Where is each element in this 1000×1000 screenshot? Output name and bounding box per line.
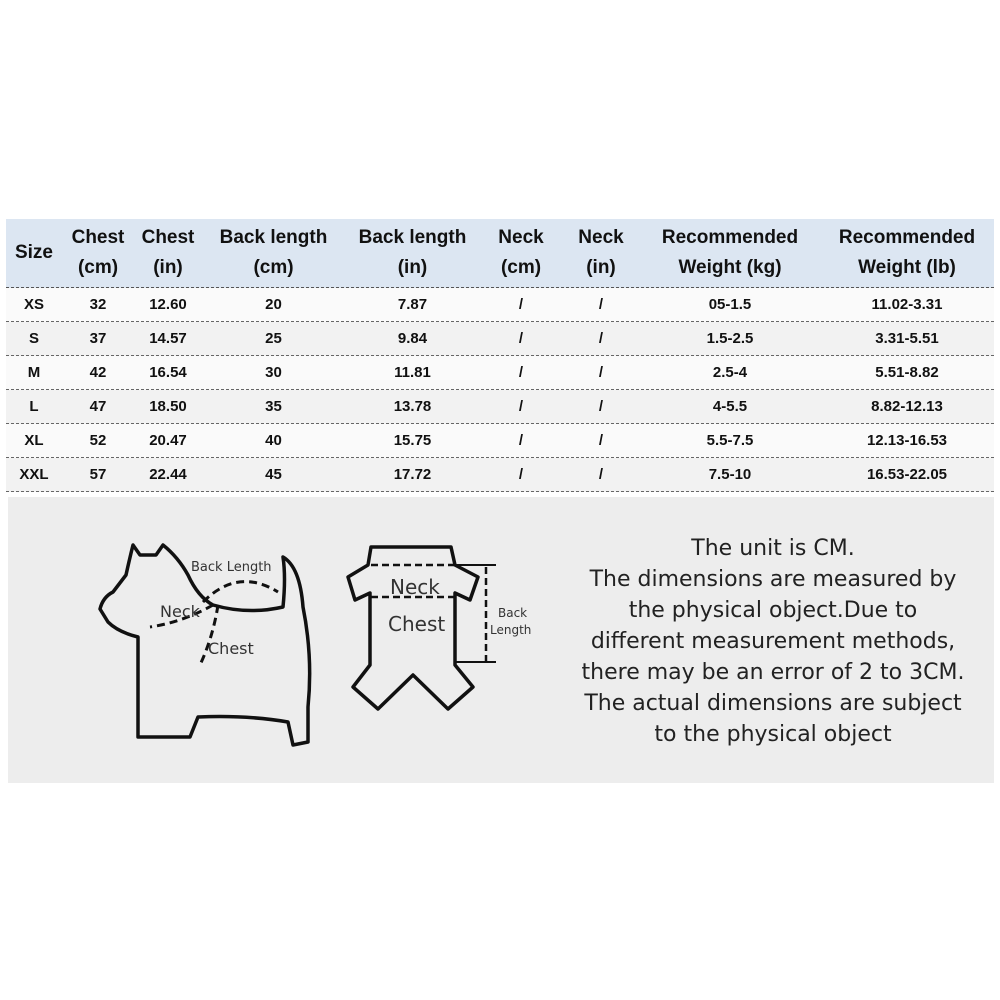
table-row: XL 52 20.47 40 15.75 / / 5.5-7.5 12.13-16.53	[6, 424, 994, 458]
cell-back-cm: 30	[265, 364, 282, 381]
garment-chest-label: Chest	[388, 612, 445, 636]
cell-weight-lb: 12.13-16.53	[866, 432, 948, 449]
measurement-note: The unit is CM. The dimensions are measur…	[548, 533, 998, 750]
cell-size: M	[27, 364, 41, 381]
note-line: to the physical object	[654, 722, 892, 747]
cell-size: XS	[23, 296, 44, 313]
cell-weight-lb: 8.82-12.13	[871, 398, 943, 415]
cell-size: XXL	[19, 466, 49, 483]
cell-chest-cm: 32	[89, 296, 107, 313]
cell-back-cm: 20	[265, 296, 282, 313]
header-weight-kg: Recommended Weight (kg)	[661, 227, 799, 278]
garment-length-label: Length	[490, 623, 531, 637]
note-line: different measurement methods,	[590, 629, 956, 654]
cell-neck-cm: /	[518, 330, 524, 347]
garment-neck-label: Neck	[390, 575, 440, 599]
header-chest-cm: Chest (cm)	[71, 227, 125, 278]
cell-weight-kg: 05-1.5	[708, 296, 752, 313]
note-line: The unit is CM.	[691, 536, 855, 561]
cell-weight-lb: 5.51-8.82	[875, 364, 939, 381]
table-row: L 47 18.50 35 13.78 / / 4-5.5 8.82-12.13	[6, 390, 994, 424]
cell-chest-cm: 52	[89, 432, 107, 449]
measurement-diagram: Back Length Neck Chest Neck Chest Back L…	[98, 543, 531, 747]
cell-back-in: 17.72	[393, 466, 432, 483]
cell-back-cm: 40	[265, 432, 282, 449]
dog-neck-label: Neck	[160, 602, 201, 621]
cell-size: L	[29, 398, 39, 415]
cell-neck-in: /	[598, 432, 604, 449]
cell-chest-in: 22.44	[149, 466, 187, 483]
garment-measure-lines	[371, 563, 488, 662]
table-row: S 37 14.57 25 9.84 / / 1.5-2.5 3.31-5.51	[6, 322, 994, 356]
cell-neck-cm: /	[518, 364, 524, 381]
header-back-cm: Back length (cm)	[219, 227, 328, 278]
dog-chest-label: Chest	[208, 639, 254, 658]
cell-back-cm: 25	[265, 330, 282, 347]
cell-chest-cm: 47	[89, 398, 107, 415]
cell-chest-in: 18.50	[149, 398, 187, 415]
cell-back-cm: 45	[265, 466, 282, 483]
cell-neck-cm: /	[518, 296, 524, 313]
cell-chest-in: 14.57	[149, 330, 187, 347]
table-body: XS 32 12.60 20 7.87 / / 05-1.5 11.02-3.31 S 37 14.5…	[6, 288, 994, 492]
note-line: The actual dimensions are subject	[584, 691, 962, 716]
cell-neck-cm: /	[518, 398, 524, 415]
cell-neck-in: /	[598, 364, 604, 381]
cell-back-in: 15.75	[393, 432, 432, 449]
cell-neck-in: /	[598, 296, 604, 313]
cell-chest-cm: 37	[89, 330, 107, 347]
table-row: XXL 57 22.44 45 17.72 / / 7.5-10 16.53-22.05	[6, 458, 994, 492]
cell-weight-lb: 3.31-5.51	[875, 330, 939, 347]
cell-back-cm: 35	[265, 398, 282, 415]
cell-neck-in: /	[598, 398, 604, 415]
garment-back-label: Back	[498, 606, 527, 620]
note-line: The dimensions are measured by	[589, 567, 957, 592]
cell-weight-lb: 16.53-22.05	[866, 466, 948, 483]
header-neck-in: Neck (in)	[578, 227, 624, 278]
table-row: XS 32 12.60 20 7.87 / / 05-1.5 11.02-3.31	[6, 288, 994, 322]
size-chart-table: Size Chest (cm) Chest (in) Back length (…	[6, 219, 994, 492]
header-weight-lb: Recommended Weight (lb)	[838, 227, 976, 278]
cell-chest-cm: 42	[89, 364, 107, 381]
header-size: Size	[14, 242, 54, 263]
cell-chest-in: 12.60	[149, 296, 187, 313]
measurement-panel: Back Length Neck Chest Neck Chest Back L…	[8, 497, 994, 783]
header-back-in: Back length (in)	[358, 227, 467, 278]
header-neck-cm: Neck (cm)	[498, 227, 544, 278]
header-chest-in: Chest (in)	[141, 227, 195, 278]
cell-weight-kg: 5.5-7.5	[706, 432, 754, 449]
table-header: Size Chest (cm) Chest (in) Back length (…	[6, 219, 994, 288]
cell-neck-in: /	[598, 330, 604, 347]
cell-size: S	[28, 330, 39, 347]
cell-back-in: 13.78	[393, 398, 432, 415]
cell-back-in: 7.87	[397, 296, 428, 313]
cell-weight-kg: 1.5-2.5	[706, 330, 754, 347]
cell-neck-in: /	[598, 466, 604, 483]
note-line: the physical object.Due to	[628, 598, 918, 623]
cell-chest-cm: 57	[89, 466, 107, 483]
table-row: M 42 16.54 30 11.81 / / 2.5-4 5.51-8.82	[6, 356, 994, 390]
cell-size: XL	[24, 432, 44, 449]
cell-back-in: 9.84	[397, 330, 428, 347]
cell-weight-lb: 11.02-3.31	[871, 296, 943, 313]
dog-back-length-label: Back Length	[191, 560, 272, 575]
garment-illustration	[346, 545, 480, 711]
cell-back-in: 11.81	[394, 364, 431, 381]
cell-weight-kg: 4-5.5	[712, 398, 748, 415]
cell-neck-cm: /	[518, 466, 524, 483]
dog-measure-lines	[149, 580, 279, 666]
cell-chest-in: 16.54	[149, 364, 187, 381]
cell-weight-kg: 7.5-10	[708, 466, 752, 483]
note-line: there may be an error of 2 to 3CM.	[581, 660, 965, 685]
dog-illustration	[98, 543, 312, 747]
cell-chest-in: 20.47	[149, 432, 187, 449]
cell-neck-cm: /	[518, 432, 524, 449]
cell-weight-kg: 2.5-4	[712, 364, 748, 381]
